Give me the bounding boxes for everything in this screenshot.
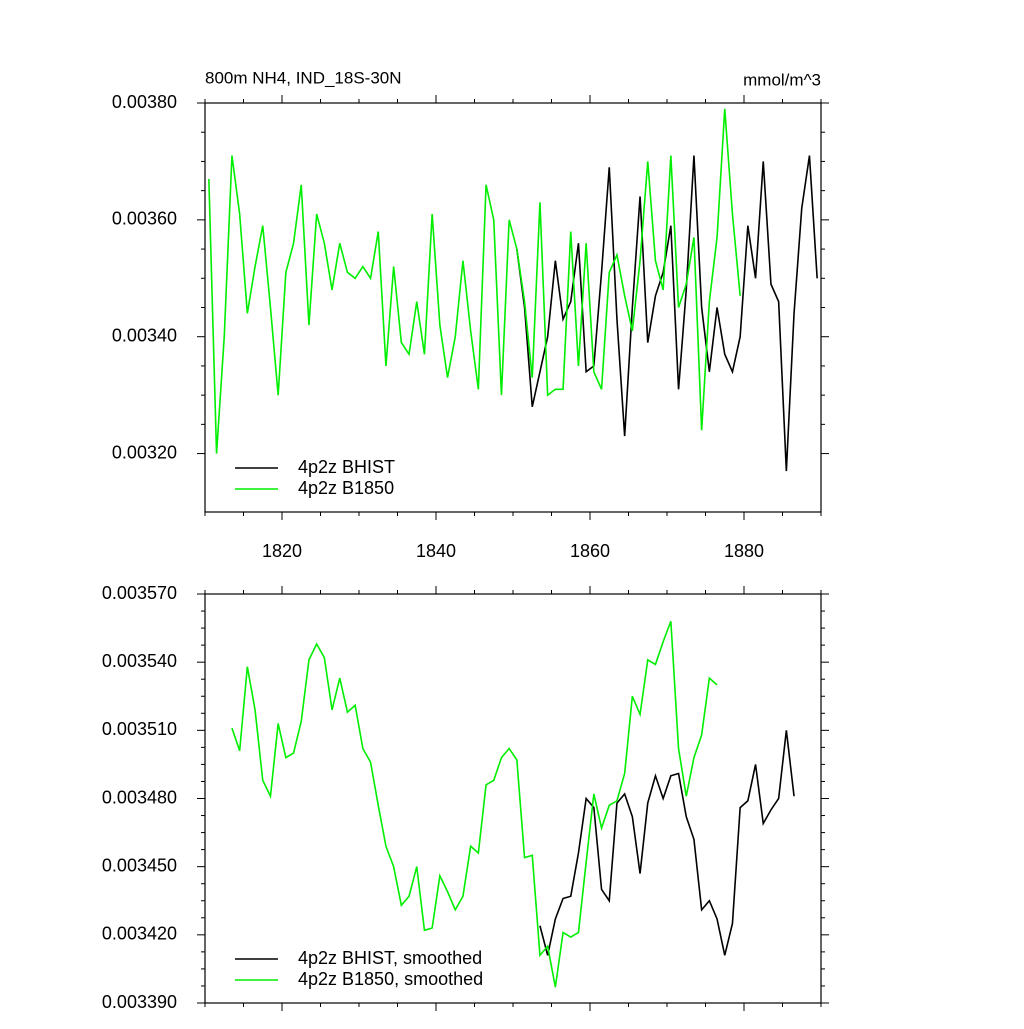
- y-tick-label: 0.00380: [112, 92, 177, 112]
- chart-title: 800m NH4, IND_18S-30N: [205, 68, 402, 87]
- y-tick-label: 0.00340: [112, 325, 177, 345]
- y-tick-label: 0.003480: [102, 787, 177, 807]
- y-tick-label: 0.003570: [102, 583, 177, 603]
- units-label: mmol/m^3: [743, 70, 821, 89]
- y-tick-label: 0.003540: [102, 651, 177, 671]
- x-tick-label: 1880: [724, 541, 764, 561]
- y-tick-label: 0.00360: [112, 209, 177, 229]
- legend-label: 4p2z BHIST, smoothed: [298, 948, 482, 968]
- y-tick-label: 0.003450: [102, 855, 177, 875]
- data-line: [539, 730, 795, 956]
- x-tick-label: 1840: [416, 541, 456, 561]
- data-line: [231, 620, 718, 988]
- x-tick-label: 1820: [262, 541, 302, 561]
- legend-label: 4p2z BHIST: [298, 457, 395, 477]
- x-tick-label: 1860: [570, 541, 610, 561]
- data-line: [208, 108, 741, 454]
- y-tick-label: 0.003420: [102, 924, 177, 944]
- y-tick-label: 0.003390: [102, 992, 177, 1012]
- legend-label: 4p2z B1850: [298, 478, 394, 498]
- y-tick-label: 0.00320: [112, 442, 177, 462]
- y-tick-label: 0.003510: [102, 719, 177, 739]
- legend-label: 4p2z B1850, smoothed: [298, 969, 483, 989]
